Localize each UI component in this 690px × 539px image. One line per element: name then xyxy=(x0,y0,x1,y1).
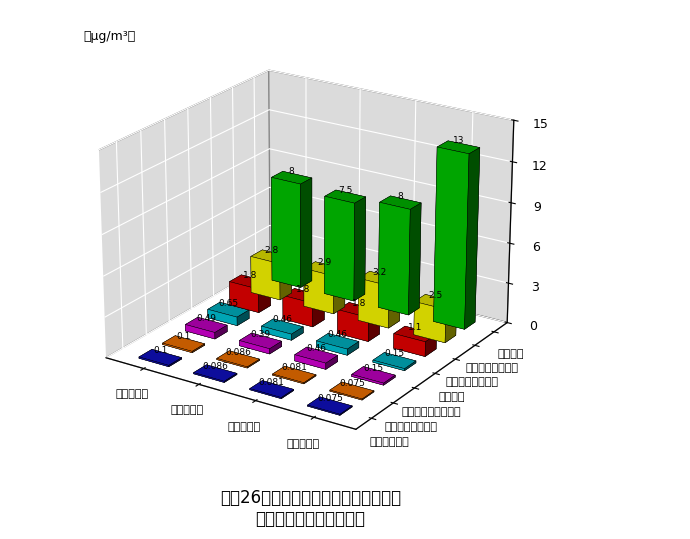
Text: 平成26年度有害大気汚染物質年平均値
（非有機塩素系化合物）: 平成26年度有害大気汚染物質年平均値 （非有機塩素系化合物） xyxy=(220,489,401,528)
Text: （μg/m³）: （μg/m³） xyxy=(83,30,136,43)
